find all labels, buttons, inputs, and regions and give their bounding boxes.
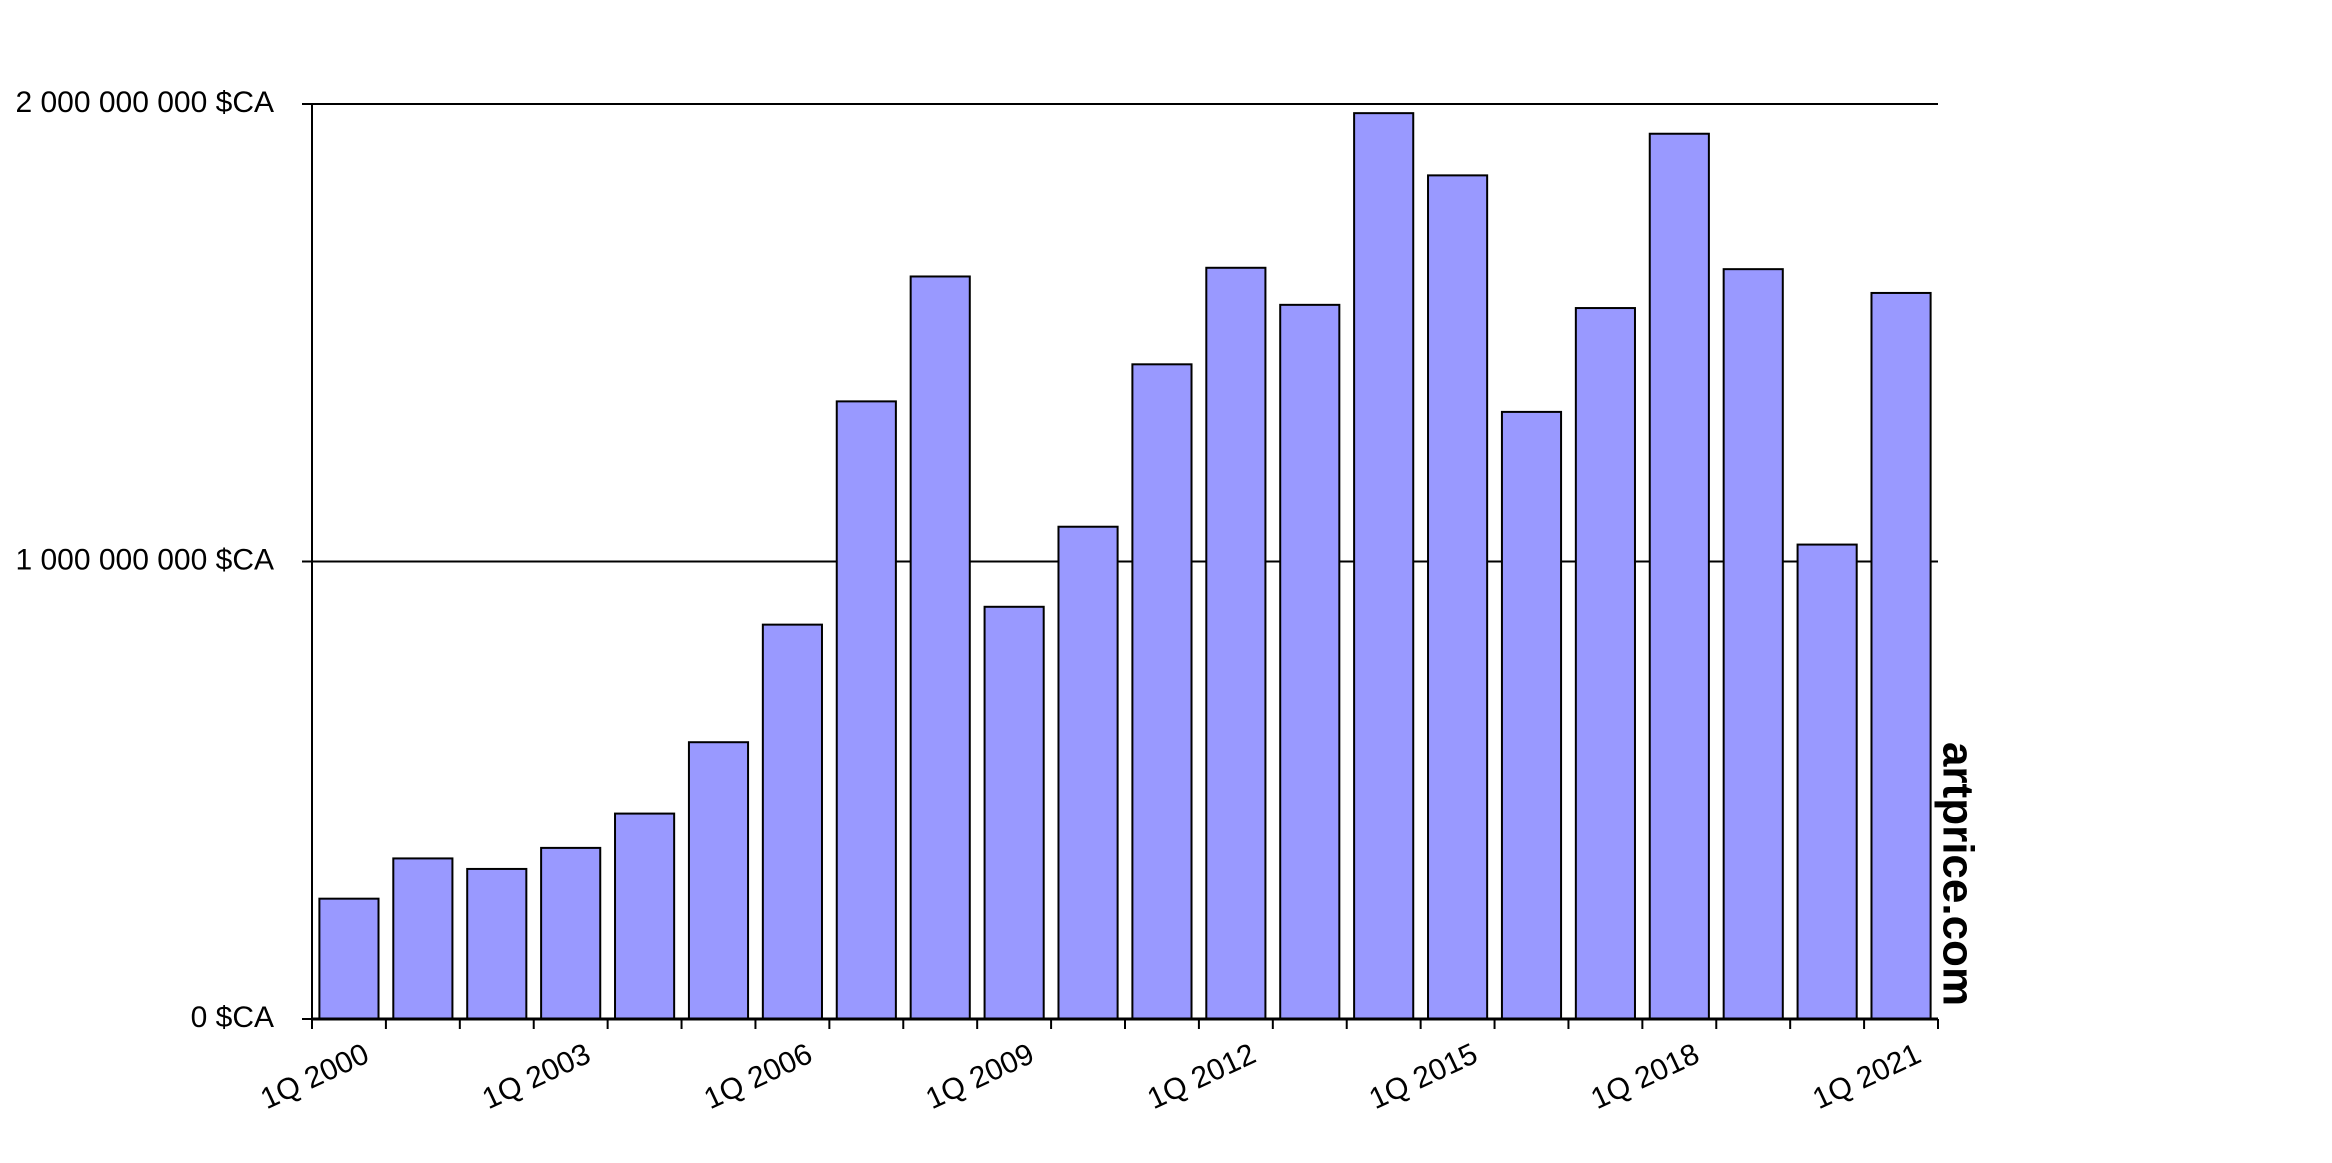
bar xyxy=(466,867,528,1020)
x-tick-label: 1Q 2003 xyxy=(477,1037,595,1116)
bar xyxy=(983,605,1045,1020)
bar xyxy=(614,812,676,1021)
bar xyxy=(761,623,823,1020)
bar xyxy=(1131,363,1193,1020)
bar xyxy=(1500,410,1563,1020)
x-tick-label: 1Q 2015 xyxy=(1364,1037,1482,1116)
bar xyxy=(687,741,750,1021)
bar xyxy=(909,275,971,1021)
bar xyxy=(1057,525,1119,1020)
y-tick-label: 1 000 000 000 $CA xyxy=(15,543,274,576)
x-tick-label: 1Q 2012 xyxy=(1143,1037,1261,1116)
bar xyxy=(1279,303,1341,1020)
x-tick-label: 1Q 2000 xyxy=(256,1037,374,1116)
x-tick-label: 1Q 2021 xyxy=(1808,1037,1926,1116)
x-tick-label: 1Q 2006 xyxy=(699,1037,817,1116)
bar xyxy=(1574,307,1636,1021)
bar xyxy=(318,897,380,1020)
bar xyxy=(1722,268,1784,1021)
bar xyxy=(835,400,897,1020)
bar xyxy=(540,846,602,1021)
bar xyxy=(1205,266,1267,1021)
bar xyxy=(1796,543,1858,1020)
watermark: artprice.com xyxy=(1933,742,1982,1006)
bar xyxy=(1427,174,1489,1020)
x-tick-label: 1Q 2018 xyxy=(1586,1037,1704,1116)
y-tick-label: 0 $CA xyxy=(191,1001,274,1034)
bar xyxy=(1353,112,1415,1020)
bar xyxy=(392,857,454,1020)
x-tick-label: 1Q 2009 xyxy=(921,1037,1039,1116)
bar xyxy=(1870,291,1932,1020)
y-tick-label: 2 000 000 000 $CA xyxy=(15,86,274,119)
bar xyxy=(1648,132,1710,1021)
